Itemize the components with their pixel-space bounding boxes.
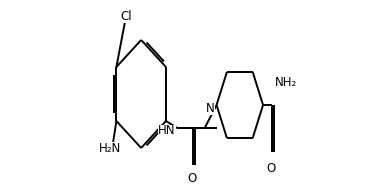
- Text: O: O: [267, 162, 276, 175]
- Text: N: N: [206, 101, 215, 115]
- Text: Cl: Cl: [120, 10, 132, 23]
- Text: NH₂: NH₂: [274, 75, 297, 88]
- Text: H₂N: H₂N: [99, 142, 121, 154]
- Text: O: O: [187, 172, 197, 185]
- Text: HN: HN: [158, 125, 176, 138]
